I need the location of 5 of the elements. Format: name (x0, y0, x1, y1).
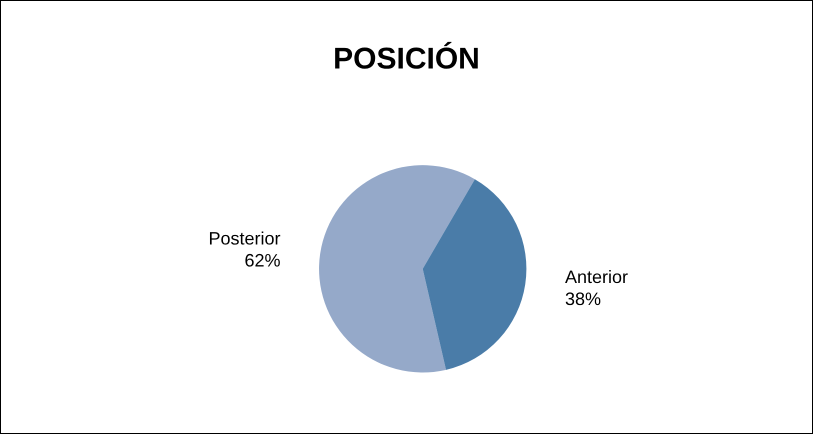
chart-title: POSICIÓN (333, 42, 480, 76)
slice-label: Posterior (208, 228, 280, 249)
slice-label: Anterior (564, 267, 628, 288)
data-label: 38% (564, 289, 601, 310)
data-label: 62% (244, 250, 280, 271)
